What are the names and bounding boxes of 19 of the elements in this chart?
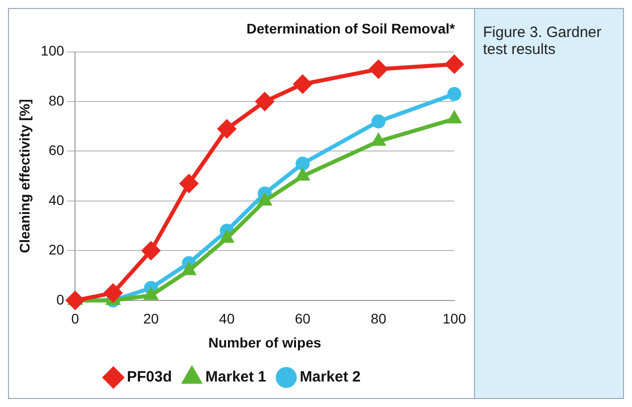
x-tick-label: 40 [219, 310, 235, 327]
y-tick-label: 40 [48, 192, 64, 208]
x-tick-label: 100 [442, 310, 466, 327]
x-tick-label: 20 [143, 310, 159, 327]
y-tick-label: 20 [48, 242, 64, 258]
y-tick-label: 0 [56, 291, 64, 308]
y-tick-label: 60 [48, 142, 64, 158]
x-axis-title: Number of wipes [208, 334, 322, 350]
chart-title: Determination of Soil Removal* [246, 20, 456, 36]
caption: Figure 3. Gardner test results [483, 24, 602, 58]
x-tick-label: 0 [71, 310, 80, 327]
x-tick-label: 60 [294, 310, 311, 327]
y-axis-title: Cleaning effectivity [%] [16, 99, 32, 254]
x-tick-label: 80 [370, 310, 386, 327]
legend-label: Market 2 [300, 368, 361, 386]
legend-label: PF03d [126, 368, 172, 386]
legend-label: Market 1 [205, 368, 266, 386]
y-tick-label: 80 [48, 92, 64, 108]
y-tick-label: 100 [40, 42, 64, 59]
